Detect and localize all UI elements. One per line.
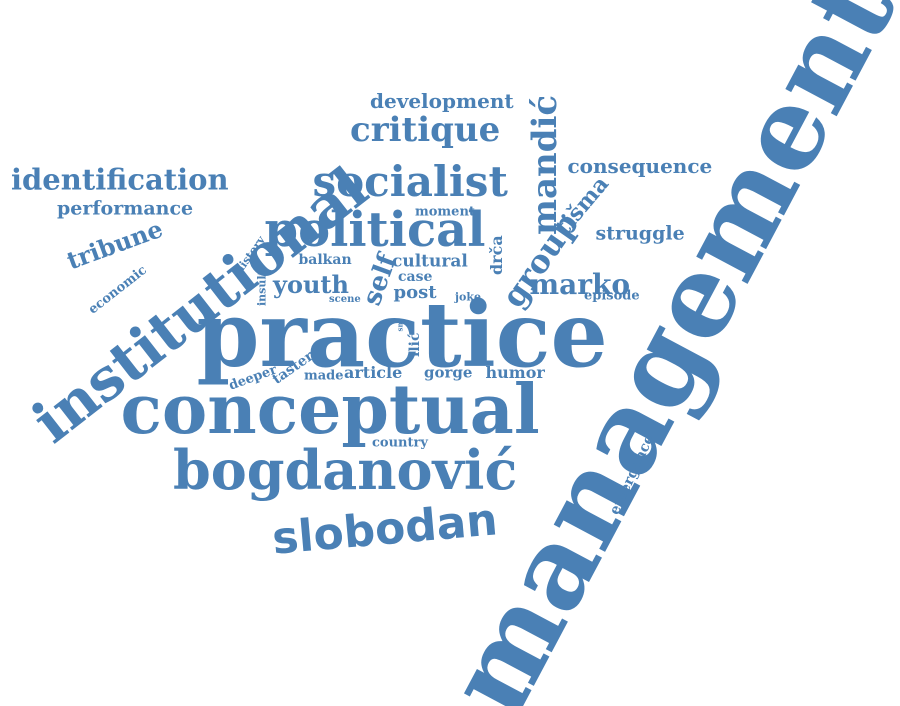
word-political: political [264,202,486,258]
word-identification: identification [11,162,229,197]
word-slobodan: slobodan [270,494,500,565]
word-consequence: consequence [567,154,713,178]
word-struggle: struggle [595,222,685,245]
word-gorge: gorge [424,363,473,382]
word-made: made [304,368,344,384]
word-country: country [372,435,428,451]
word-joke: joke [455,290,481,304]
word-marko: marko [529,268,631,301]
word-critique: critique [350,110,501,150]
word-balkan: balkan [298,252,352,268]
word-ilic: ilić [407,332,423,357]
word-scene: scene [329,294,361,305]
word-humor: humor [485,363,545,382]
word-post: post [393,282,437,303]
word-youth: youth [273,270,349,299]
word-performance: performance [57,197,194,220]
word-practice: practice [196,282,608,388]
word-episode: episode [584,288,640,304]
word-socialist: socialist [312,157,508,206]
word-bogdanovic: bogdanović [173,438,518,502]
word-drca: drča [487,235,506,275]
word-sm: sm [395,320,405,332]
word-article: article [344,363,403,382]
word-tribune: tribune [62,213,167,276]
word-case: case [398,269,433,285]
word-cultural: cultural [392,251,468,272]
word-insult: insult [255,270,269,306]
word-conceptual: conceptual [120,370,540,450]
word-development: development [370,89,514,113]
word-moment: moment [415,204,475,220]
